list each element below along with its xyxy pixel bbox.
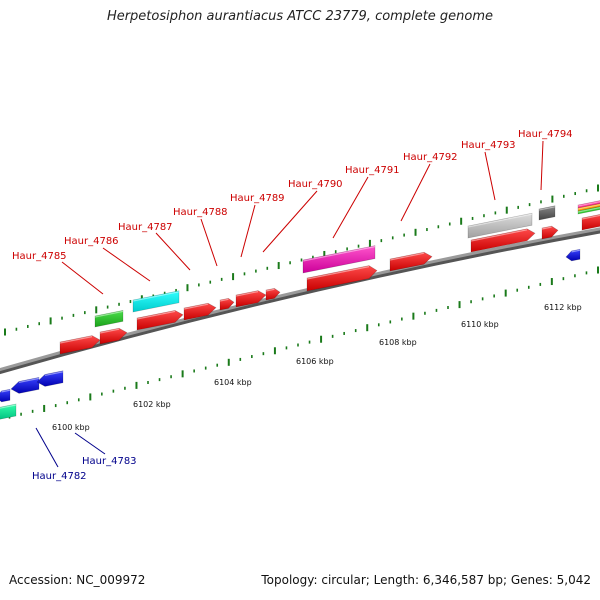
scale-label-6110: 6110 kbp [461,320,499,329]
scale-label-6112: 6112 kbp [544,303,582,312]
scale-label-6108: 6108 kbp [379,338,417,347]
leader-haur-4786 [102,247,151,282]
gene-arrow-reverse-edge [0,388,11,403]
gene-tracks [0,200,600,420]
forward-gene-labels: Haur_4785 Haur_4786 Haur_4787 Haur_4788 … [12,129,573,262]
leader-haur-4785 [61,261,104,295]
gene-label-haur-4786: Haur_4786 [64,236,119,247]
gene-arrow-edge-red [581,214,600,231]
gene-arrow-haur-4794-highlight [541,226,552,230]
gene-arrow-haur-4792 [389,251,433,272]
gene-arrow-reverse-right [565,248,581,262]
gene-arrow-haur-4782-highlight [18,377,40,383]
gene-arrow-haur-4785b [99,327,128,345]
leader-haur-4792 [400,163,431,222]
gene-arrow-haur-4791 [306,265,378,292]
gene-arrow-haur-4790-highlight [265,288,275,292]
leader-haur-4789 [240,204,256,258]
gene-label-haur-4787: Haur_4787 [118,222,173,233]
label-leader-lines [35,140,544,468]
leader-haur-4782 [35,427,59,468]
gene-arrow-haur-4786-highlight [136,310,176,320]
gene-stripe-green [577,206,600,215]
leader-haur-4794 [540,140,544,191]
leader-haur-4793 [484,151,496,201]
gene-arrow-haur-4785a-highlight [59,336,93,344]
gene-stripe-green-highlight [577,206,600,213]
gene-arrow-haur-4782 [10,377,40,394]
gene-box-magenta [302,245,376,274]
gene-label-haur-4793: Haur_4793 [461,140,516,151]
gene-label-haur-4788: Haur_4788 [173,207,228,218]
gene-stripe-orange-highlight [577,203,600,210]
gene-arrow-haur-4785b-highlight [99,328,120,334]
scale-label-6104: 6104 kbp [214,378,252,387]
gene-arrow-reverse-edge-highlight [1,389,11,393]
gene-arrow-reverse-right-highlight [571,249,581,253]
gene-box-cyan-highlight [132,291,180,302]
gene-arrow-haur-4792-highlight [389,252,425,261]
map-title: Herpetosiphon aurantiacus ATCC 23779, co… [106,9,494,24]
gene-stripe-orange [577,203,600,212]
scale-labels: 6100 kbp 6102 kbp 6104 kbp 6106 kbp 6108… [52,303,582,432]
gene-box-green-highlight [94,310,124,318]
gene-arrow-haur-4785a [59,335,101,355]
gene-box-teal-highlight [0,404,17,409]
leader-haur-4783 [74,432,106,455]
gene-arrow-haur-4793-highlight [470,229,528,242]
gene-arrow-haur-4783 [36,370,64,387]
reverse-gene-labels: Haur_4782 Haur_4783 [32,456,137,482]
genome-summary-text: Topology: circular; Length: 6,346,587 bp… [261,573,591,587]
gene-arrow-haur-4787-highlight [183,303,209,310]
gene-arrow-haur-4790 [265,288,281,301]
gene-box-magenta-highlight [302,246,376,262]
gene-stripe-pink [577,200,600,209]
leader-haur-4787 [155,232,191,271]
scale-ticks [4,184,599,419]
gene-label-haur-4791: Haur_4791 [345,165,400,176]
gene-box-gray-highlight [467,213,533,228]
scale-label-6106: 6106 kbp [296,357,334,366]
gene-arrow-haur-4787 [183,302,217,321]
backbone-line-shadow [0,228,600,375]
gene-arrow-haur-4783-highlight [44,371,64,376]
gene-arrow-haur-4794 [541,225,559,240]
gene-stripe-pink-highlight [577,200,600,207]
gene-box-green [94,310,124,328]
gene-box-darkgray-highlight [538,206,556,211]
gene-box-teal [0,403,17,420]
scale-label-6102: 6102 kbp [133,400,171,409]
gene-box-gray [467,212,533,239]
gene-box-cyan [132,290,180,313]
gene-arrow-haur-4789 [235,290,267,308]
gene-label-haur-4785: Haur_4785 [12,251,67,262]
accession-text: Accession: NC_009972 [9,573,146,587]
scale-label-6100: 6100 kbp [52,423,90,432]
genome-backbone [0,227,600,375]
gene-arrow-haur-4793 [470,228,536,253]
gene-arrow-haur-4788 [219,298,235,311]
gene-arrow-haur-4789-highlight [235,291,259,297]
gene-arrow-haur-4786 [136,310,184,331]
gene-label-haur-4782: Haur_4782 [32,471,87,482]
leader-haur-4790 [262,190,318,253]
gene-box-darkgray [538,205,556,221]
leader-haur-4791 [332,176,369,239]
gene-arrow-haur-4788-highlight [219,298,229,302]
gene-arrow-edge-red-highlight [581,214,600,220]
gene-label-haur-4792: Haur_4792 [403,152,458,163]
gene-label-haur-4789: Haur_4789 [230,193,285,204]
gene-label-haur-4783: Haur_4783 [82,456,137,467]
gene-label-haur-4794: Haur_4794 [518,129,573,140]
gene-label-haur-4790: Haur_4790 [288,179,343,190]
leader-haur-4788 [200,218,218,267]
gene-arrow-haur-4791-highlight [306,266,370,280]
